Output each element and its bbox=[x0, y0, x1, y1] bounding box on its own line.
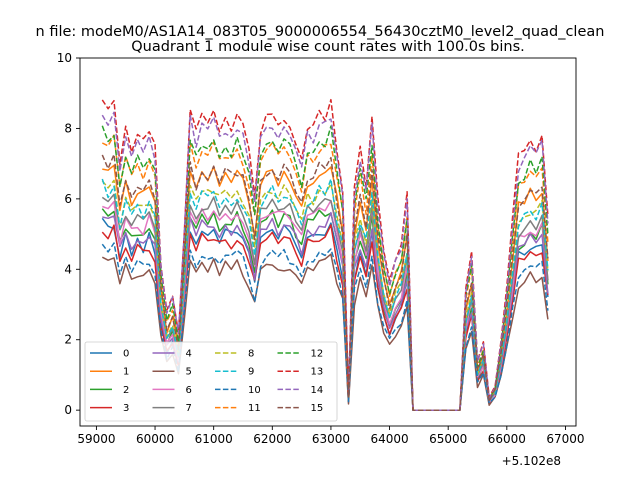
legend-label-13: 13 bbox=[311, 367, 324, 378]
series-line-14 bbox=[101, 111, 549, 411]
y-tick-label: 4 bbox=[64, 262, 72, 276]
legend-label-10: 10 bbox=[248, 385, 261, 396]
x-tick-label: 66000 bbox=[488, 432, 526, 446]
x-tick-label: 64000 bbox=[370, 432, 408, 446]
y-tick-label: 6 bbox=[64, 192, 72, 206]
legend-label-7: 7 bbox=[186, 403, 192, 414]
legend-label-6: 6 bbox=[186, 385, 192, 396]
legend-label-8: 8 bbox=[248, 349, 254, 360]
x-tick-label: 65000 bbox=[429, 432, 467, 446]
x-tick-label: 61000 bbox=[195, 432, 233, 446]
legend-label-1: 1 bbox=[123, 367, 129, 378]
y-tick-label: 8 bbox=[64, 121, 72, 135]
x-tick-label: 60000 bbox=[136, 432, 174, 446]
legend-box bbox=[84, 341, 338, 422]
chart-suptitle: n file: modeM0/AS1A14_083T05_9000006554_… bbox=[36, 24, 605, 40]
series-line-15 bbox=[101, 153, 549, 411]
legend-label-14: 14 bbox=[311, 385, 324, 396]
legend-label-4: 4 bbox=[186, 349, 192, 360]
x-offset-label: +5.102e8 bbox=[502, 454, 561, 468]
chart-title: Quadrant 1 module wise count rates with … bbox=[131, 39, 525, 55]
legend-label-9: 9 bbox=[248, 367, 254, 378]
legend-label-5: 5 bbox=[186, 367, 192, 378]
legend-label-2: 2 bbox=[123, 385, 129, 396]
legend-label-0: 0 bbox=[123, 349, 129, 360]
legend-label-3: 3 bbox=[123, 403, 129, 414]
legend-label-12: 12 bbox=[311, 349, 324, 360]
x-tick-label: 62000 bbox=[253, 432, 291, 446]
x-tick-label: 59000 bbox=[77, 432, 115, 446]
x-tick-label: 67000 bbox=[546, 432, 584, 446]
legend-label-11: 11 bbox=[248, 403, 261, 414]
y-tick-label: 10 bbox=[57, 51, 72, 65]
ticks-layer: 59000 60000 61000 62000 63000 64000 65000 66000… bbox=[57, 51, 585, 446]
x-tick-label: 63000 bbox=[312, 432, 350, 446]
axes-frame bbox=[79, 57, 577, 427]
legend-label-15: 15 bbox=[311, 403, 324, 414]
y-tick-label: 2 bbox=[64, 333, 72, 347]
y-tick-label: 0 bbox=[64, 403, 72, 417]
axes-spines bbox=[79, 57, 577, 427]
series-line-12 bbox=[101, 125, 549, 411]
